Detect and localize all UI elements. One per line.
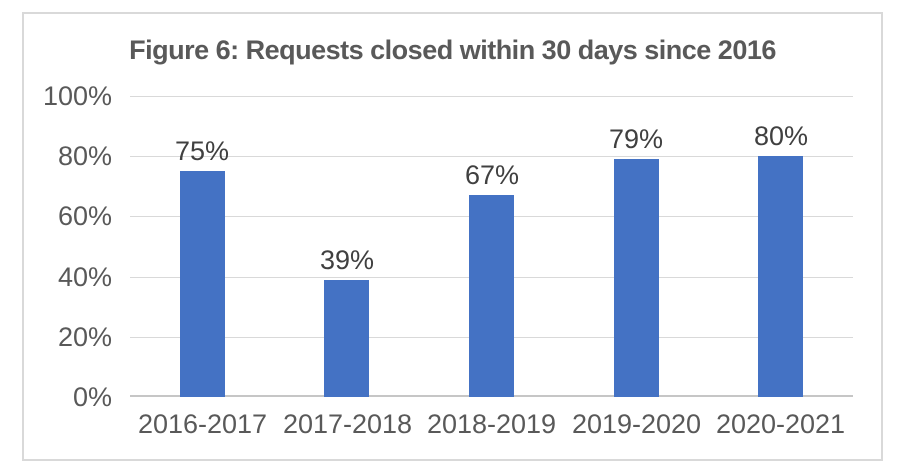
gridline (130, 96, 853, 97)
bar-2016-2017 (180, 171, 225, 397)
bar-2019-2020 (614, 159, 659, 397)
bar-2020-2021 (758, 156, 803, 397)
y-tick-label: 60% (57, 201, 112, 231)
chart-title: Figure 6: Requests closed within 30 days… (129, 35, 776, 65)
x-tick-label: 2017-2018 (282, 409, 413, 439)
x-tick-label: 2019-2020 (571, 409, 702, 439)
y-tick-label: 100% (42, 81, 112, 111)
bar-value-label: 39% (319, 245, 375, 275)
x-tick-label: 2020-2021 (715, 409, 846, 439)
bar-2018-2019 (469, 195, 514, 397)
y-tick-label: 80% (57, 141, 112, 171)
bar-value-label: 75% (174, 136, 230, 166)
x-tick-label: 2018-2019 (426, 409, 557, 439)
y-tick-label: 0% (72, 382, 112, 412)
bar-value-label: 67% (464, 160, 520, 190)
y-tick-label: 20% (57, 322, 112, 352)
gridline (130, 156, 853, 157)
bar-value-label: 79% (608, 124, 664, 154)
chart-frame: Figure 6: Requests closed within 30 days… (22, 12, 883, 461)
y-tick-label: 40% (57, 262, 112, 292)
plot-area: 75% 39% 67% 79% 80% (130, 96, 853, 397)
bar-2017-2018 (324, 280, 369, 397)
bar-value-label: 80% (753, 121, 809, 151)
x-tick-label: 2016-2017 (137, 409, 268, 439)
